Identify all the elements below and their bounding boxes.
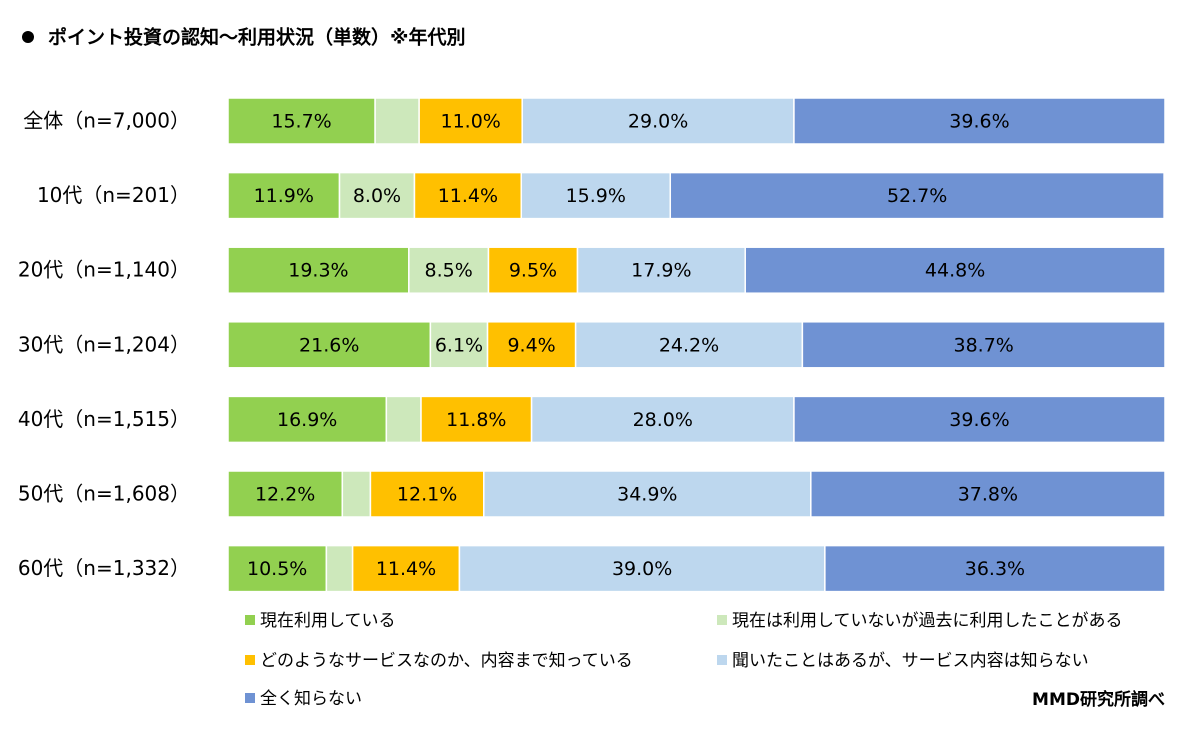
y-tick-label: 40代（n=1,515） [18,407,190,431]
data-label: 9.4% [507,334,555,356]
data-label: 8.5% [425,260,473,282]
bar-segment [576,246,746,294]
legend-swatch [245,615,255,625]
data-label: 34.9% [617,484,677,506]
y-tick-label: 30代（n=1,204） [18,332,190,356]
data-label: 8.0% [353,185,401,207]
bar-segment [338,171,416,220]
y-tick-label: 60代（n=1,332） [18,556,190,580]
bar-segment [341,470,372,518]
bar-segment [801,321,1166,369]
legend-label: 聞いたことはあるが、サービス内容は知らない [732,651,1089,671]
data-label: 52.7% [887,185,947,207]
legend-label: 現在利用している [260,611,396,631]
legend-swatch [245,693,255,703]
legend-label: どのようなサービスなのか、内容まで知っている [260,651,633,671]
bar-segment [520,171,672,220]
data-label: 6.1% [435,334,483,356]
bar-segment [385,395,422,444]
data-label: 28.0% [633,409,693,431]
data-label: 36.3% [965,558,1025,580]
bar-segment [530,395,795,444]
legend-swatch [717,615,727,625]
data-label: 9.5% [509,260,557,282]
bar-segment [793,395,1166,444]
data-label: 11.8% [446,409,506,431]
data-label: 39.0% [612,558,672,580]
bar-segment [418,97,523,145]
data-label: 11.4% [438,185,498,207]
bar-segment [227,97,376,145]
bar-segment [486,321,577,369]
data-label: 21.6% [299,334,359,356]
data-label: 24.2% [659,334,719,356]
data-label: 11.4% [376,558,436,580]
legend-swatch [717,655,727,665]
y-tick-label: 全体（n=7,000） [23,109,190,133]
data-label: 11.9% [254,185,314,207]
legend-label: 現在は利用していないが過去に利用したことがある [732,611,1123,631]
bar-segment [521,97,795,145]
data-label: 12.1% [397,484,457,506]
bar-segment [369,470,485,518]
bar-segment [351,544,461,593]
bar-segment [413,171,523,220]
bar-segment [429,321,489,369]
source: MMD研究所調べ [1032,689,1165,710]
data-label: 12.2% [255,484,315,506]
bar-segment [574,321,804,369]
data-label: 38.7% [954,334,1014,356]
legend-label: 全く知らない [260,689,362,709]
data-label: 37.8% [958,484,1018,506]
chart-title: ポイント投資の認知～利用状況（単数）※年代別 [48,26,465,49]
bar-segment [374,97,420,145]
data-label: 15.9% [566,185,626,207]
bar-segment [227,171,341,220]
title-bullet [22,31,34,43]
y-tick-label: 50代（n=1,608） [18,482,190,506]
bar-segment [810,470,1166,518]
data-label: 39.6% [949,111,1009,133]
data-label: 16.9% [277,409,337,431]
bar-segment [420,395,533,444]
bar-segment [793,97,1166,145]
bar-segment [227,395,388,444]
legend-swatch [245,655,255,665]
bar-segment [227,246,410,294]
bar-segment [669,171,1165,220]
data-label: 15.7% [271,111,331,133]
data-label: 10.5% [247,558,307,580]
data-label: 11.0% [441,111,501,133]
bar-segment [824,544,1166,593]
y-tick-label: 20代（n=1,140） [18,258,190,282]
y-tick-label: 10代（n=201） [37,183,190,207]
bar-segment [744,246,1166,294]
bar-segment [325,544,354,593]
data-label: 19.3% [288,260,348,282]
data-label: 39.6% [949,409,1009,431]
data-label: 17.9% [631,260,691,282]
data-label: 29.0% [628,111,688,133]
bar-segment [487,246,579,294]
bar-segment [227,544,328,593]
data-label: 44.8% [925,260,985,282]
